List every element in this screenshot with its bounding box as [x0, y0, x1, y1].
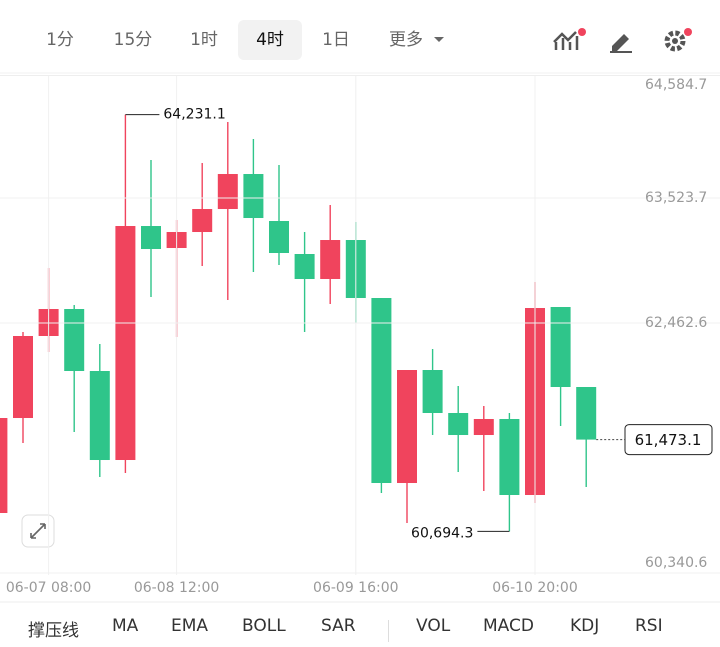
tab[interactable]: 1日 [322, 30, 350, 50]
candle-body [89, 371, 110, 461]
candle-body [320, 240, 341, 280]
candle-body [141, 226, 161, 250]
expand-icon [30, 523, 46, 539]
x-tick-label: 06-08 12:00 [134, 580, 219, 596]
candle-body [473, 418, 494, 436]
tab-more[interactable]: 更多 [389, 30, 423, 50]
candle-body [269, 221, 289, 254]
indicator-tab[interactable]: VOL [416, 616, 451, 636]
last-price-label: 61,473.1 [635, 431, 702, 449]
x-tick-label: 06-09 16:00 [313, 580, 398, 596]
toolbar-icons [434, 28, 692, 53]
indicator-tab[interactable]: MACD [483, 616, 534, 636]
indicator-tab[interactable]: KDJ [570, 616, 600, 636]
tab-active[interactable]: 4时 [238, 20, 302, 60]
x-tick-label: 06-10 20:00 [492, 580, 577, 596]
tab[interactable]: 1分 [46, 30, 74, 50]
draw-icon[interactable] [610, 34, 632, 53]
badge [578, 28, 586, 36]
divider [388, 620, 389, 642]
candle-body [499, 418, 520, 495]
candle-body [13, 336, 33, 419]
candle-body [448, 413, 469, 436]
high-marker-label: 64,231.1 [163, 107, 225, 123]
last-price-box [624, 424, 713, 456]
candle-body [397, 370, 417, 484]
indicator-tab[interactable]: 撑压线 [28, 621, 79, 641]
y-tick-label: 62,462.6 [645, 315, 707, 331]
y-tick-label: 60,340.6 [645, 555, 707, 571]
candle-body [422, 370, 443, 414]
indicator-icon[interactable] [553, 31, 579, 50]
candle-body [192, 209, 213, 233]
timeframe-bar: 1分 15分 1时 4时 1日 更多 [0, 0, 720, 76]
candle-body [217, 174, 238, 210]
indicator-tab[interactable]: BOLL [242, 616, 286, 636]
y-tick-label: 64,584.7 [645, 77, 707, 93]
y-tick-label: 63,523.7 [645, 190, 707, 206]
candle-body [371, 298, 392, 484]
indicator-tab[interactable]: SAR [321, 616, 356, 636]
candle-body [243, 174, 264, 219]
candle-body [64, 309, 85, 372]
low-marker-label: 60,694.3 [411, 525, 473, 541]
candle-body [294, 254, 315, 280]
indicator-tab[interactable]: EMA [171, 616, 209, 636]
badge [684, 28, 692, 36]
candle-body [0, 418, 8, 513]
candle-body [550, 307, 571, 388]
settings-icon[interactable] [664, 30, 686, 52]
tab[interactable]: 15分 [113, 30, 153, 50]
tab[interactable]: 1时 [190, 30, 218, 50]
indicator-tab[interactable]: RSI [635, 616, 663, 636]
dropdown-arrow[interactable] [434, 37, 444, 42]
candle-body [576, 387, 597, 440]
candle-body [115, 226, 136, 461]
x-tick-label: 06-07 08:00 [6, 580, 91, 596]
indicator-tab[interactable]: MA [112, 616, 139, 636]
